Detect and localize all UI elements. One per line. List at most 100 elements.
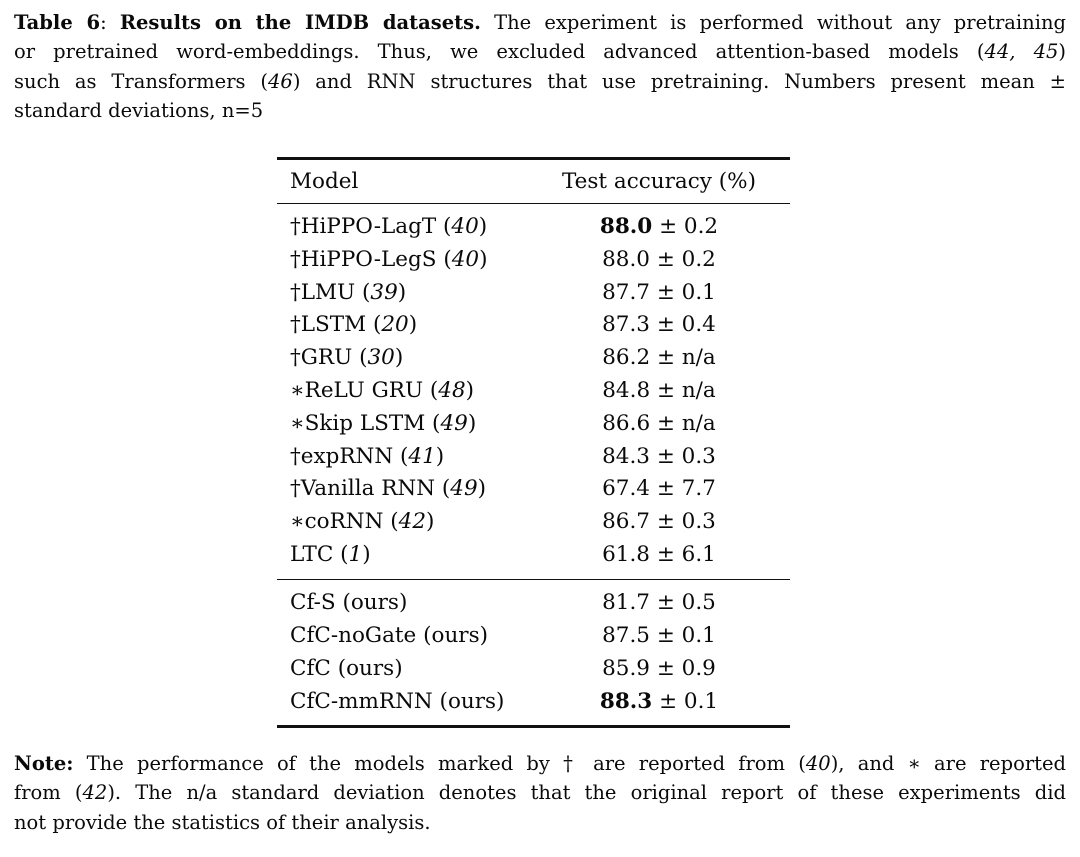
model-ref: 41 — [408, 443, 436, 469]
accuracy-mean: 87.5 — [602, 623, 650, 649]
model-cell: ∗ReLU GRU (48) — [290, 375, 544, 408]
note-segment: ). The n/a standard deviation denotes th… — [107, 781, 1066, 805]
model-ref: ours — [431, 623, 480, 649]
plus-minus: ± — [649, 541, 682, 567]
model-ref: ours — [447, 688, 497, 714]
accuracy-mean: 86.7 — [602, 509, 650, 535]
accuracy-std: 0.5 — [681, 590, 716, 616]
caption-segment: ) and RNN structures that use pretrainin… — [292, 69, 1066, 93]
model-marker: ∗ — [290, 509, 305, 535]
accuracy-std: 6.1 — [681, 541, 716, 567]
model-marker: ∗ — [290, 377, 305, 403]
accuracy-std: 0.2 — [681, 246, 716, 272]
table-caption: Table 6: Results on the IMDB datasets. T… — [14, 8, 1066, 125]
table-row: ∗Skip LSTM (49) 86.6 ± n/a — [290, 408, 774, 441]
accuracy-cell: 87.7 ± 0.1 — [544, 277, 774, 310]
plus-minus: ± — [652, 688, 684, 714]
caption-line: such as Transformers (46) and RNN struct… — [14, 67, 1066, 96]
accuracy-cell: 84.3 ± 0.3 — [544, 441, 774, 474]
accuracy-mean: 84.3 — [602, 443, 650, 469]
accuracy-mean: 81.7 — [602, 590, 650, 616]
table-row: †LSTM (20) 87.3 ± 0.4 — [290, 309, 774, 342]
accuracy-cell: 86.7 ± 0.3 — [544, 506, 774, 539]
model-cell: LTC (1) — [290, 539, 544, 572]
model-ref-close: ) — [398, 590, 408, 616]
model-cell: CfC-noGate (ours) — [290, 620, 544, 653]
accuracy-mean: 87.3 — [602, 312, 650, 338]
model-name: Skip LSTM ( — [304, 410, 441, 436]
table-row: CfC (ours) 85.9 ± 0.9 — [290, 653, 774, 686]
note-segment: 40 — [805, 752, 831, 775]
table-row: †HiPPO-LagT (40) 88.0 ± 0.2 — [290, 211, 774, 244]
accuracy-std: n/a — [681, 410, 716, 436]
plus-minus: ± — [649, 509, 682, 535]
plus-minus: ± — [652, 214, 684, 239]
model-marker: † — [290, 345, 301, 371]
model-marker: † — [290, 476, 301, 502]
model-ref-close: ) — [465, 377, 475, 403]
note-segment: Note: — [14, 752, 74, 775]
note-segment: ), and ∗ are reported — [830, 752, 1066, 775]
plus-minus: ± — [649, 246, 682, 272]
model-ref-close: ) — [408, 312, 418, 338]
model-cell: †Vanilla RNN (49) — [290, 473, 544, 506]
accuracy-std: 0.2 — [683, 214, 719, 239]
table-header-rule — [277, 202, 790, 204]
note-line: Note: The performance of the models mark… — [14, 749, 1066, 778]
note-line: not provide the statistics of their anal… — [14, 808, 1066, 837]
model-name: expRNN ( — [300, 443, 409, 469]
table-row: †expRNN (41) 84.3 ± 0.3 — [290, 441, 774, 474]
caption-segment: The experiment is performed without any … — [480, 11, 1067, 34]
accuracy-std: 0.3 — [681, 509, 716, 535]
model-name: coRNN ( — [304, 509, 399, 535]
model-cell: †expRNN (41) — [290, 441, 544, 474]
model-name: Cf-S ( — [290, 590, 351, 616]
model-ref-close: ) — [479, 623, 488, 649]
model-ref-close: ) — [496, 688, 505, 714]
accuracy-mean: 61.8 — [602, 541, 650, 567]
model-ref: 42 — [398, 509, 427, 535]
accuracy-cell: 87.5 ± 0.1 — [544, 620, 774, 653]
accuracy-std: 0.4 — [681, 312, 716, 338]
model-ref-close: ) — [435, 443, 445, 469]
accuracy-std: 0.3 — [681, 443, 716, 469]
accuracy-mean: 86.6 — [602, 410, 651, 436]
model-marker: ∗ — [290, 410, 305, 436]
accuracy-std: 0.1 — [683, 688, 719, 714]
model-ref: 30 — [367, 345, 395, 371]
plus-minus: ± — [650, 377, 682, 403]
caption-segment: 44, 45 — [984, 40, 1059, 64]
accuracy-cell: 67.4 ± 7.7 — [544, 473, 774, 506]
caption-segment: Results on the IMDB datasets. — [119, 11, 481, 34]
model-marker: † — [290, 443, 301, 469]
model-ref: 49 — [450, 476, 478, 502]
plus-minus: ± — [649, 279, 682, 305]
accuracy-cell: 88.0 ± 0.2 — [544, 244, 774, 277]
accuracy-cell: 86.6 ± n/a — [544, 408, 774, 441]
caption-segment: or pretrained word-embeddings. Thus, we … — [14, 40, 985, 64]
note-line: from (42). The n/a standard deviation de… — [14, 778, 1066, 807]
model-cell: †HiPPO-LagT (40) — [290, 211, 544, 244]
plus-minus: ± — [649, 443, 682, 469]
caption-segment: ) — [1058, 40, 1066, 64]
accuracy-mean: 88.0 — [599, 214, 653, 239]
table-row: ∗coRNN (42) 86.7 ± 0.3 — [290, 506, 774, 539]
model-ref: 48 — [438, 377, 466, 403]
model-ref-close: ) — [397, 279, 407, 305]
table-row: LTC (1) 61.8 ± 6.1 — [290, 539, 774, 572]
table-row: †LMU (39) 87.7 ± 0.1 — [290, 277, 774, 310]
table-row: †HiPPO-LegS (40) 88.0 ± 0.2 — [290, 244, 774, 277]
model-cell: CfC-mmRNN (ours) — [290, 686, 544, 719]
accuracy-cell: 88.0 ± 0.2 — [544, 211, 774, 244]
plus-minus: ± — [649, 655, 682, 681]
caption-segment: standard deviations, n=5 — [14, 98, 264, 122]
table-row: Cf-S (ours) 81.7 ± 0.5 — [290, 587, 774, 620]
model-ref: 40 — [451, 214, 479, 239]
accuracy-cell: 84.8 ± n/a — [544, 375, 774, 408]
accuracy-mean: 88.3 — [599, 688, 653, 714]
table-body-ours: Cf-S (ours) 81.7 ± 0.5 CfC-noGate (ours) 87… — [277, 580, 790, 725]
model-cell: ∗coRNN (42) — [290, 506, 544, 539]
model-ref: ours — [346, 655, 395, 681]
model-ref: 20 — [381, 312, 409, 338]
